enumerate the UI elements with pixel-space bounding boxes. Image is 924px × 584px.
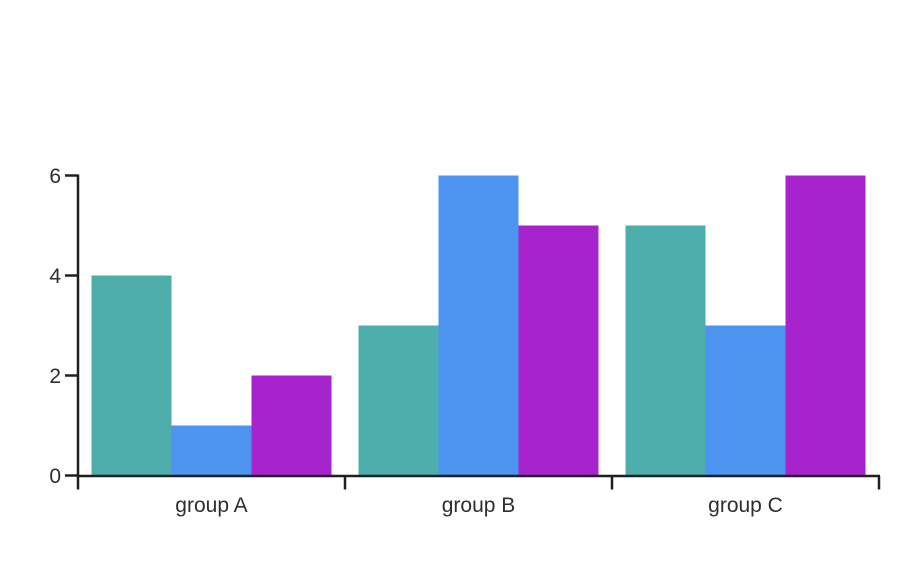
x-category-label: group B [442, 494, 516, 517]
y-tick-label: 4 [49, 265, 61, 288]
bar-group-A-series-2 [171, 425, 252, 476]
x-category-label: group A [175, 494, 247, 517]
bar-group-C-series-3 [785, 175, 866, 476]
bar-group-B-series-3 [518, 225, 599, 476]
y-tick-label: 0 [49, 465, 61, 488]
x-category-label: group C [708, 494, 783, 517]
bar-group-A-series-3 [251, 375, 332, 476]
y-tick-label: 6 [49, 165, 61, 188]
bar-group-A-series-1 [91, 275, 172, 476]
bar-group-C-series-1 [625, 225, 706, 476]
bar-group-C-series-2 [705, 325, 786, 476]
bar-group-B-series-1 [358, 325, 439, 476]
y-tick-label: 2 [49, 365, 61, 388]
bar-group-B-series-2 [438, 175, 519, 476]
